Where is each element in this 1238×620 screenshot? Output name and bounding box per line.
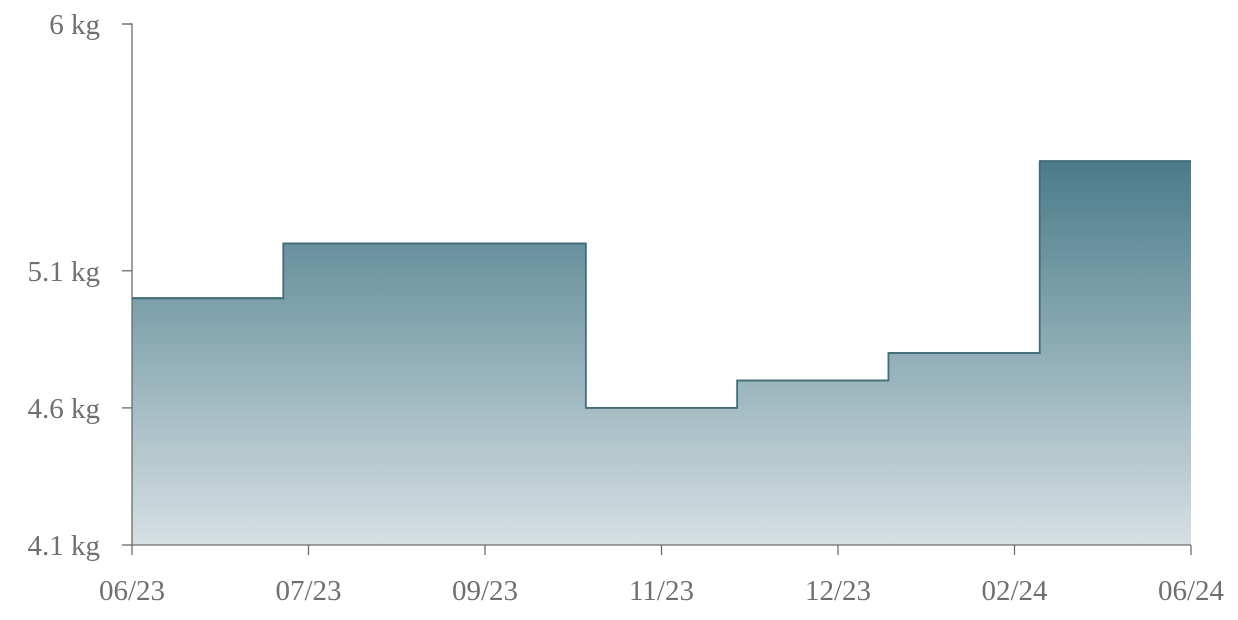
plot-area: [132, 160, 1191, 546]
x-tick-label: 12/23: [805, 575, 871, 607]
x-axis-ticks: 06/23 07/23 09/23 11/23 12/23 02/24 06/24: [99, 545, 1225, 607]
x-tick-label: 09/23: [452, 575, 518, 607]
y-tick-label: 4.1 kg: [28, 530, 101, 562]
y-axis-line: [122, 23, 133, 545]
x-tick-label: 02/24: [981, 575, 1048, 607]
y-tick-label: 5.1 kg: [28, 256, 101, 288]
x-tick-label: 11/23: [629, 575, 694, 607]
x-tick-label: 07/23: [275, 575, 341, 607]
y-axis-ticks: 4.1 kg 4.6 kg 5.1 kg 6 kg: [28, 9, 132, 562]
x-tick-label: 06/23: [99, 575, 165, 607]
x-tick-label: 06/24: [1158, 575, 1225, 607]
y-tick-label: 4.6 kg: [28, 393, 101, 425]
series-area-fill: [132, 161, 1191, 546]
y-tick-label: 6 kg: [49, 9, 100, 41]
